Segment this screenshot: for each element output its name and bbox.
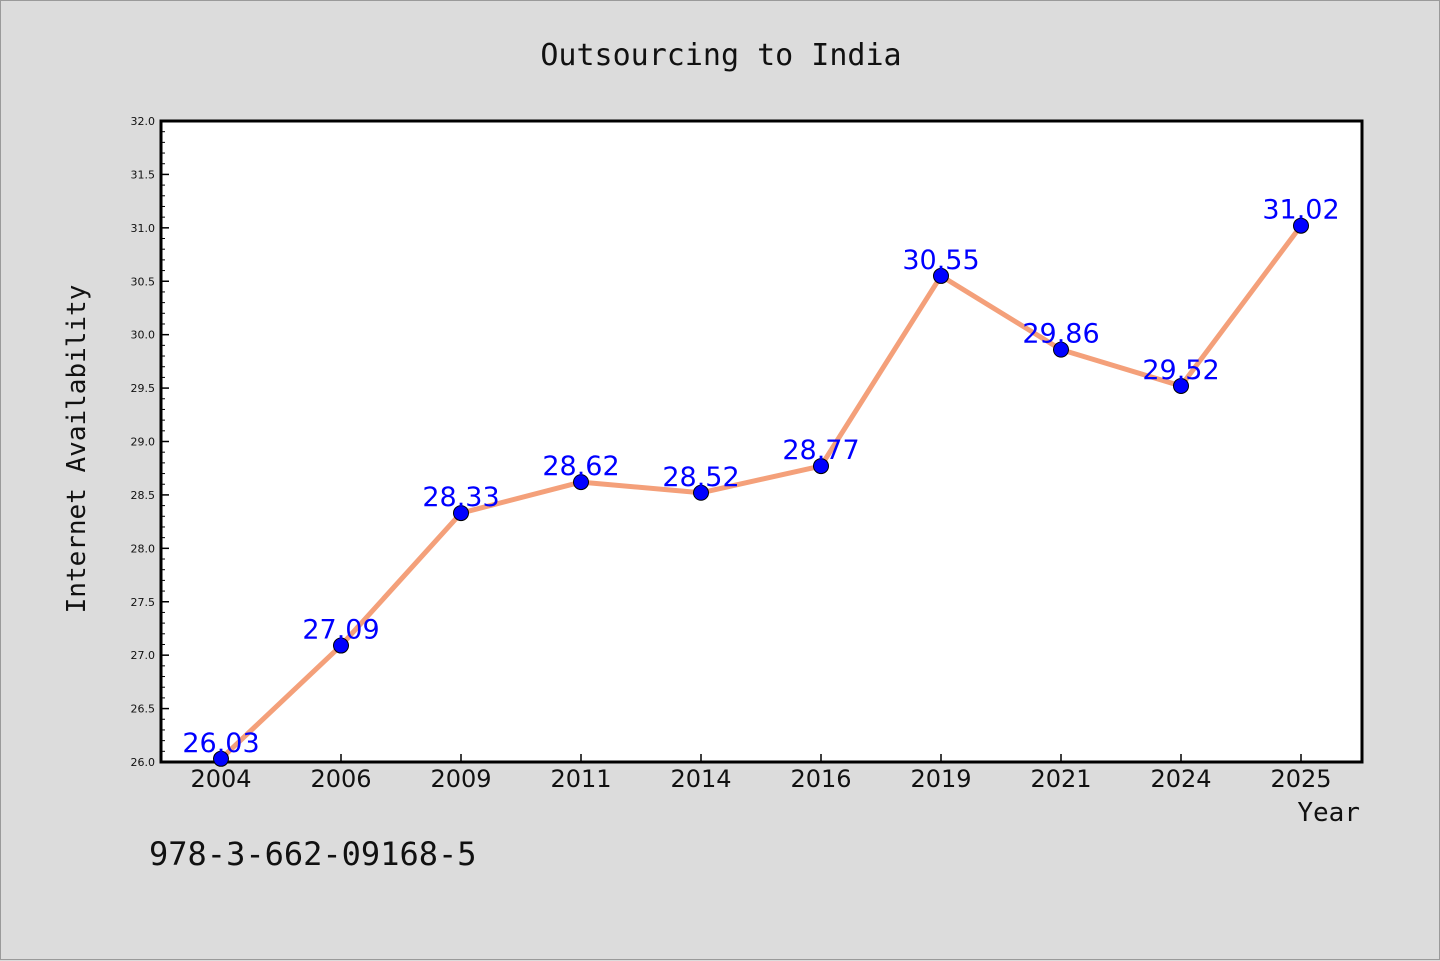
data-point [813,458,829,475]
x-tick-label: 2024 [1150,765,1211,793]
data-label: 30.55 [902,245,979,276]
y-tick-label: 26.5 [131,703,156,716]
data-point [453,505,469,522]
y-tick-label: 28.5 [131,489,156,502]
x-tick-label: 2019 [910,765,971,793]
y-axis-label: Internet Availability [62,285,92,614]
isbn-annotation: 978-3-662-09168-5 [149,835,477,873]
y-tick-label: 30.0 [131,329,156,342]
data-label: 28.52 [662,462,739,493]
data-point [1173,377,1189,394]
data-point [573,474,589,491]
y-tick-label: 29.5 [131,382,156,395]
y-tick-label: 26.0 [131,756,156,769]
x-axis-label: Year [1297,798,1360,828]
data-label: 28.77 [782,435,859,466]
data-label: 29.52 [1142,355,1219,386]
y-tick-label: 32.0 [131,115,156,128]
x-tick-label: 2011 [550,765,611,793]
data-point [333,637,349,654]
x-tick-label: 2025 [1270,765,1331,793]
x-tick-label: 2016 [790,765,851,793]
plot-area [159,119,1364,764]
data-label: 28.62 [542,451,619,482]
y-tick-label: 31.0 [131,222,156,235]
y-tick-label: 27.0 [131,649,156,662]
y-tick-label: 29.0 [131,436,156,449]
data-label: 29.86 [1022,319,1099,350]
data-labels: 26.03 27.09 28.33 28.62 28.52 28.77 30.55 29.86… [182,195,1339,759]
data-label: 28.33 [422,482,499,513]
data-label: 31.02 [1262,195,1339,226]
data-point [1293,217,1309,234]
x-axis: 2004 2006 2009 2011 2014 2016 2019 2021 2024 2025 [190,754,1332,793]
series-markers [213,217,1309,767]
x-tick-label: 2014 [670,765,731,793]
data-point [933,267,949,284]
data-label: 27.09 [302,615,379,646]
y-tick-label: 30.5 [131,275,156,288]
data-point [1053,341,1069,358]
y-tick-label: 31.5 [131,168,156,181]
x-tick-label: 2004 [190,765,251,793]
chart-title: Outsourcing to India [540,38,901,73]
x-tick-label: 2021 [1030,765,1091,793]
y-axis: 26.0 26.5 27.0 27.5 28.0 28.5 29.0 29.5 30.0 30.5… [131,115,169,769]
x-tick-label: 2006 [310,765,371,793]
series-line [218,223,1304,762]
x-tick-label: 2009 [430,765,491,793]
data-point [213,750,229,767]
data-label: 26.03 [182,728,259,759]
y-tick-label: 28.0 [131,542,156,555]
y-tick-label: 27.5 [131,596,156,609]
data-point [693,484,709,501]
